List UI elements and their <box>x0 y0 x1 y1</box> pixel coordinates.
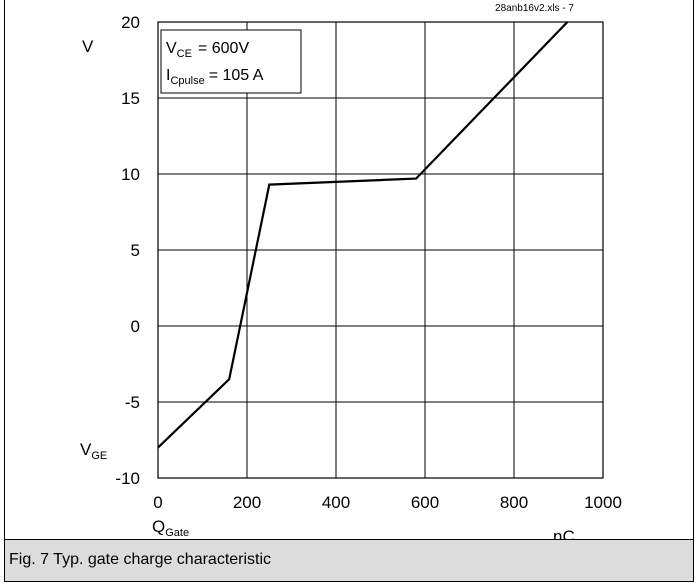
x-tick-label: 800 <box>500 493 528 512</box>
chart-series <box>157 21 569 449</box>
chart-grid <box>157 21 604 479</box>
figure-frame <box>4 0 694 582</box>
legend-line-vce: VCE = 600V <box>166 40 249 60</box>
gate-charge-series-line <box>157 21 569 449</box>
y-tick-label: -10 <box>115 469 140 488</box>
y-tick-label: 10 <box>121 165 140 184</box>
x-tick-label: 600 <box>411 493 439 512</box>
y-axis-unit: V <box>82 37 94 56</box>
gate-charge-chart: 0 200 400 600 800 1000 -10 -5 0 5 10 15 20 28anb16v2… <box>80 3 622 540</box>
chart-tick-labels: 0 200 400 600 800 1000 -10 -5 0 5 10 15 20 <box>115 13 621 512</box>
y-axis-label: VGE <box>80 440 107 462</box>
figure-caption: Fig. 7 Typ. gate charge characteristic <box>5 539 693 581</box>
x-tick-label: 0 <box>153 493 162 512</box>
x-tick-label: 1000 <box>584 493 622 512</box>
legend-box: VCE = 600V ICpulse = 105 A <box>160 29 302 94</box>
file-id-label: 28anb16v2.xls - 7 <box>495 3 574 14</box>
y-tick-label: 0 <box>131 317 140 336</box>
y-tick-label: 5 <box>131 241 140 260</box>
y-tick-label: -5 <box>125 393 140 412</box>
x-axis-label: QGate <box>152 517 189 539</box>
x-axis-unit: nC <box>553 527 575 540</box>
y-tick-label: 20 <box>121 13 140 32</box>
legend-line-icpulse: ICpulse = 105 A <box>166 67 264 87</box>
x-tick-label: 200 <box>233 493 261 512</box>
x-tick-label: 400 <box>322 493 350 512</box>
y-tick-label: 15 <box>121 89 140 108</box>
